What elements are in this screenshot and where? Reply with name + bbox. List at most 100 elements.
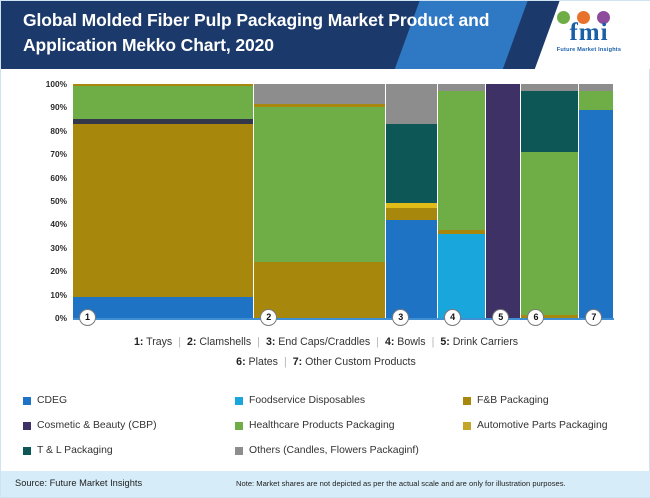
legend-label: Foodservice Disposables <box>249 395 366 406</box>
mekko-column[interactable]: 5 <box>486 84 521 326</box>
category-legend-line-2: 6: Plates | 7: Other Custom Products <box>1 353 650 373</box>
column-marker: 4 <box>444 309 462 326</box>
mekko-column[interactable]: 3 <box>386 84 438 326</box>
legend-swatch-icon <box>23 421 31 430</box>
mekko-segment[interactable] <box>486 84 521 318</box>
y-axis-tick: 30% <box>50 242 67 253</box>
legend-label: CDEG <box>37 395 68 406</box>
category-separator: | <box>178 336 181 348</box>
legend-label: Cosmetic & Beauty (CBP) <box>37 420 157 431</box>
mekko-segment[interactable] <box>521 91 579 152</box>
mekko-segment[interactable] <box>386 208 438 220</box>
category-label: 1: Trays <box>133 336 173 348</box>
legend-label: F&B Packaging <box>477 395 549 406</box>
page-title: Global Molded Fiber Pulp Packaging Marke… <box>23 10 490 55</box>
mekko-segment[interactable] <box>254 84 386 104</box>
legend-swatch-icon <box>23 446 31 455</box>
mekko-segment[interactable] <box>521 84 579 92</box>
mekko-column[interactable]: 6 <box>521 84 579 326</box>
mekko-segment[interactable] <box>438 84 486 92</box>
mekko-segment[interactable] <box>579 84 613 92</box>
mekko-segment[interactable] <box>579 91 613 110</box>
category-number: 2: <box>187 336 197 348</box>
fmi-logo: fmi Future Market Insights <box>541 11 637 59</box>
column-marker: 1 <box>79 309 96 326</box>
mekko-segment[interactable] <box>73 86 254 120</box>
logo-tagline: Future Market Insights <box>556 47 622 53</box>
y-axis-tick: 10% <box>50 289 67 300</box>
category-separator: | <box>257 336 260 348</box>
column-marker: 2 <box>260 309 278 326</box>
legend-label: T & L Packaging <box>37 445 113 456</box>
mekko-segment[interactable] <box>521 151 579 315</box>
legend-swatch-icon <box>235 396 243 405</box>
header-banner: Global Molded Fiber Pulp Packaging Marke… <box>1 1 650 69</box>
mekko-segment[interactable] <box>254 103 386 108</box>
mekko-segment[interactable] <box>579 109 613 318</box>
mekko-segment[interactable] <box>386 123 438 204</box>
category-label: 5: Drink Carriers <box>440 336 519 348</box>
mekko-segment[interactable] <box>438 230 486 234</box>
legend-item[interactable]: T & L Packaging <box>23 445 235 456</box>
mekko-segment[interactable] <box>386 219 438 318</box>
logo-wordmark: fmi <box>569 19 609 46</box>
legend-item[interactable]: CDEG <box>23 395 235 406</box>
legend-row: CDEG Foodservice Disposables F&B Packaging <box>23 395 637 420</box>
category-number: 1: <box>133 336 144 348</box>
category-label: 2: Clamshells <box>187 336 252 348</box>
legend-swatch-icon <box>235 421 243 430</box>
y-axis-tick: 40% <box>50 219 67 230</box>
mekko-segment[interactable] <box>254 261 386 318</box>
mekko-segment[interactable] <box>386 84 438 124</box>
y-axis-tick: 20% <box>50 266 67 277</box>
category-label: 7: Other Custom Products <box>292 355 416 368</box>
legend-item[interactable]: Foodservice Disposables <box>235 395 463 406</box>
mekko-segment[interactable] <box>521 314 579 318</box>
mekko-segment[interactable] <box>73 84 254 87</box>
y-axis-tick: 100% <box>45 79 67 89</box>
mekko-segment[interactable] <box>73 119 254 124</box>
category-label: 6: Plates <box>236 355 278 368</box>
mekko-column[interactable]: 2 <box>254 84 386 326</box>
legend-row: Cosmetic & Beauty (CBP) Healthcare Produc… <box>23 420 637 445</box>
legend-item[interactable]: F&B Packaging <box>463 395 549 406</box>
column-marker: 7 <box>585 309 603 326</box>
mekko-column[interactable]: 4 <box>438 84 486 326</box>
legend-item[interactable]: Others (Candles, Flowers Packaginf) <box>235 445 463 456</box>
legend-swatch-icon <box>463 396 471 405</box>
note-text: Note: Market shares are not depicted as … <box>236 479 566 488</box>
y-axis-tick: 0% <box>55 313 67 323</box>
y-axis-tick: 50% <box>50 196 67 206</box>
legend-label: Automotive Parts Packaging <box>477 420 608 431</box>
legend-item[interactable]: Healthcare Products Packaging <box>235 420 463 431</box>
category-number: 5: <box>440 336 450 348</box>
y-axis-tick: 60% <box>50 172 67 183</box>
mekko-segment[interactable] <box>73 296 254 318</box>
column-marker: 5 <box>492 309 510 326</box>
mekko-column[interactable]: 1 <box>73 84 254 326</box>
mekko-segment[interactable] <box>438 233 486 318</box>
category-label: 4: Bowls <box>384 336 426 348</box>
category-legend-line-1: 1: Trays | 2: Clamshells | 3: End Caps/Cradd… <box>1 333 650 353</box>
category-number: 7: <box>292 355 303 368</box>
logo-dots <box>557 11 627 27</box>
mekko-column[interactable]: 7 <box>579 84 613 326</box>
y-axis-tick: 70% <box>50 149 67 160</box>
legend-label: Others (Candles, Flowers Packaginf) <box>249 445 419 456</box>
logo-dot-orange <box>577 11 590 24</box>
legend-item[interactable]: Automotive Parts Packaging <box>463 420 608 431</box>
mekko-segment[interactable] <box>254 107 386 262</box>
logo-dot-green <box>557 11 570 24</box>
logo-dot-purple <box>597 11 610 24</box>
category-separator: | <box>283 355 287 368</box>
footer-bar: Source: Future Market Insights Note: Mar… <box>1 471 650 497</box>
mekko-segment[interactable] <box>73 123 254 297</box>
legend-label: Healthcare Products Packaging <box>249 420 395 431</box>
legend-item[interactable]: Cosmetic & Beauty (CBP) <box>23 420 235 431</box>
mekko-segment[interactable] <box>386 203 438 209</box>
legend-swatch-icon <box>463 421 471 430</box>
mekko-segment[interactable] <box>438 91 486 231</box>
